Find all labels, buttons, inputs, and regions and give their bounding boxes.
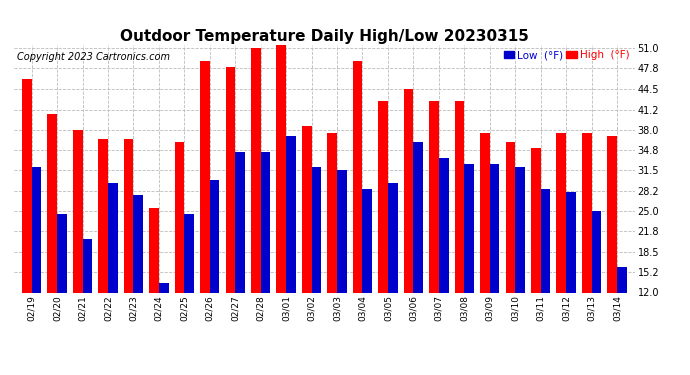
Bar xyxy=(378,101,388,368)
Bar xyxy=(251,48,261,368)
Bar xyxy=(531,148,541,368)
Bar xyxy=(464,164,474,368)
Bar xyxy=(617,267,627,368)
Bar xyxy=(591,211,601,368)
Bar xyxy=(506,142,515,368)
Bar xyxy=(566,192,575,368)
Bar xyxy=(439,158,449,368)
Bar xyxy=(210,180,219,368)
Bar xyxy=(413,142,423,368)
Bar xyxy=(515,167,525,368)
Bar xyxy=(286,136,296,368)
Bar xyxy=(404,89,413,368)
Bar xyxy=(388,183,397,368)
Bar xyxy=(455,101,464,368)
Title: Outdoor Temperature Daily High/Low 20230315: Outdoor Temperature Daily High/Low 20230… xyxy=(120,29,529,44)
Bar xyxy=(175,142,184,368)
Bar xyxy=(226,67,235,368)
Legend: Low  (°F), High  (°F): Low (°F), High (°F) xyxy=(504,50,629,60)
Bar xyxy=(327,133,337,368)
Bar xyxy=(607,136,617,368)
Bar xyxy=(490,164,500,368)
Bar xyxy=(302,126,312,368)
Bar xyxy=(32,167,41,368)
Bar xyxy=(277,45,286,368)
Text: Copyright 2023 Cartronics.com: Copyright 2023 Cartronics.com xyxy=(17,53,170,62)
Bar xyxy=(22,80,32,368)
Bar xyxy=(429,101,439,368)
Bar xyxy=(83,239,92,368)
Bar xyxy=(582,133,591,368)
Bar xyxy=(108,183,117,368)
Bar xyxy=(261,152,270,368)
Bar xyxy=(556,133,566,368)
Bar xyxy=(149,208,159,368)
Bar xyxy=(362,189,372,368)
Bar xyxy=(480,133,490,368)
Bar xyxy=(124,139,133,368)
Bar xyxy=(57,214,67,368)
Bar xyxy=(353,61,362,368)
Bar xyxy=(159,283,168,368)
Bar xyxy=(98,139,108,368)
Bar xyxy=(541,189,551,368)
Bar xyxy=(184,214,194,368)
Bar xyxy=(312,167,322,368)
Bar xyxy=(133,195,143,368)
Bar xyxy=(200,61,210,368)
Bar xyxy=(48,114,57,368)
Bar xyxy=(337,170,346,368)
Bar xyxy=(73,130,83,368)
Bar xyxy=(235,152,245,368)
